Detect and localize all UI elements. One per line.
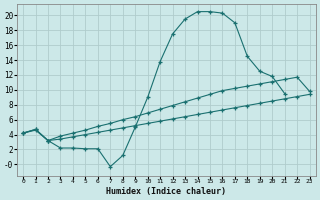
- X-axis label: Humidex (Indice chaleur): Humidex (Indice chaleur): [106, 187, 226, 196]
